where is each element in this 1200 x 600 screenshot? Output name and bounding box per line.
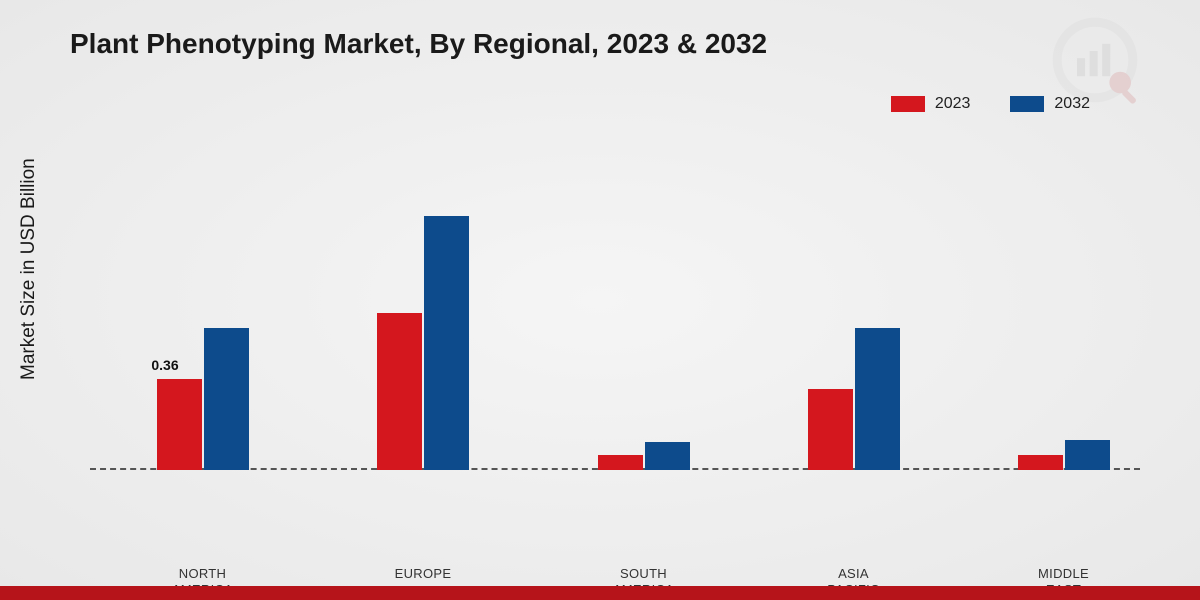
bar xyxy=(157,379,202,470)
legend-item-2032: 2032 xyxy=(1010,95,1090,113)
category-label: EUROPE xyxy=(343,566,503,582)
footer-accent-bar xyxy=(0,586,1200,600)
bar xyxy=(855,328,900,470)
chart-page: Plant Phenotyping Market, By Regional, 2… xyxy=(0,0,1200,600)
bar xyxy=(808,389,853,470)
bar-group: 0.36NORTHAMERICA xyxy=(143,328,263,470)
legend-label-2023: 2023 xyxy=(935,95,971,113)
bar xyxy=(204,328,249,470)
bar-group: MIDDLEEASTANDAFRICA xyxy=(1004,440,1124,470)
bar xyxy=(424,216,469,470)
y-axis-label: Market Size in USD Billion xyxy=(18,158,40,380)
watermark-logo xyxy=(1050,15,1140,105)
bar xyxy=(1065,440,1110,470)
bar xyxy=(377,313,422,470)
legend-item-2023: 2023 xyxy=(891,95,971,113)
bar-group: EUROPE xyxy=(363,216,483,470)
bar-value-label: 0.36 xyxy=(151,357,178,373)
bar-group: SOUTHAMERICA xyxy=(584,442,704,470)
bar xyxy=(645,442,690,470)
legend-swatch-2032 xyxy=(1010,96,1044,112)
bar xyxy=(1018,455,1063,470)
bar xyxy=(598,455,643,470)
plot-area: 0.36NORTHAMERICA EUROPE SOUTHAMERICA ASIAPA… xyxy=(90,140,1140,470)
legend-swatch-2023 xyxy=(891,96,925,112)
legend: 2023 2032 xyxy=(891,95,1090,113)
bar-group: ASIAPACIFIC xyxy=(794,328,914,470)
logo-icon xyxy=(1050,15,1140,105)
legend-label-2032: 2032 xyxy=(1054,95,1090,113)
chart-title: Plant Phenotyping Market, By Regional, 2… xyxy=(70,28,767,60)
